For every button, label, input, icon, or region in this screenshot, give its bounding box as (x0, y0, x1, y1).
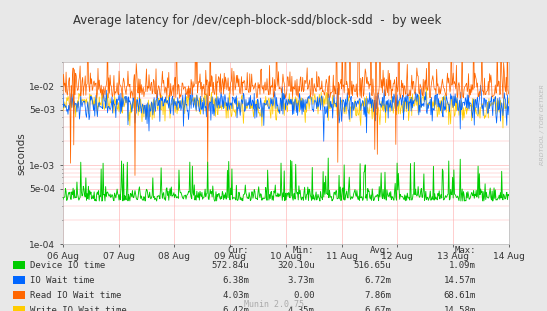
Text: 7.86m: 7.86m (364, 291, 391, 299)
Text: 516.65u: 516.65u (353, 261, 391, 270)
Text: 14.57m: 14.57m (444, 276, 476, 285)
Text: 572.84u: 572.84u (211, 261, 249, 270)
Text: 4.35m: 4.35m (288, 306, 315, 311)
Text: Max:: Max: (455, 246, 476, 255)
Text: Write IO Wait time: Write IO Wait time (30, 306, 127, 311)
Text: 320.10u: 320.10u (277, 261, 315, 270)
Text: Min:: Min: (293, 246, 315, 255)
Text: 4.03m: 4.03m (222, 291, 249, 299)
Text: 14.58m: 14.58m (444, 306, 476, 311)
Text: RRDTOOL / TOBI OETIKER: RRDTOOL / TOBI OETIKER (539, 84, 544, 165)
Text: Device IO time: Device IO time (30, 261, 106, 270)
Text: 68.61m: 68.61m (444, 291, 476, 299)
Text: 6.38m: 6.38m (222, 276, 249, 285)
Text: 6.67m: 6.67m (364, 306, 391, 311)
Text: Read IO Wait time: Read IO Wait time (30, 291, 121, 299)
Text: 1.09m: 1.09m (449, 261, 476, 270)
Text: 3.73m: 3.73m (288, 276, 315, 285)
Y-axis label: seconds: seconds (16, 132, 26, 174)
Text: 0.00: 0.00 (293, 291, 315, 299)
Text: 6.42m: 6.42m (222, 306, 249, 311)
Text: 6.72m: 6.72m (364, 276, 391, 285)
Text: IO Wait time: IO Wait time (30, 276, 95, 285)
Text: Munin 2.0.75: Munin 2.0.75 (243, 300, 304, 309)
Text: Cur:: Cur: (228, 246, 249, 255)
Text: Average latency for /dev/ceph-block-sdd/block-sdd  -  by week: Average latency for /dev/ceph-block-sdd/… (73, 14, 441, 27)
Text: Avg:: Avg: (370, 246, 391, 255)
